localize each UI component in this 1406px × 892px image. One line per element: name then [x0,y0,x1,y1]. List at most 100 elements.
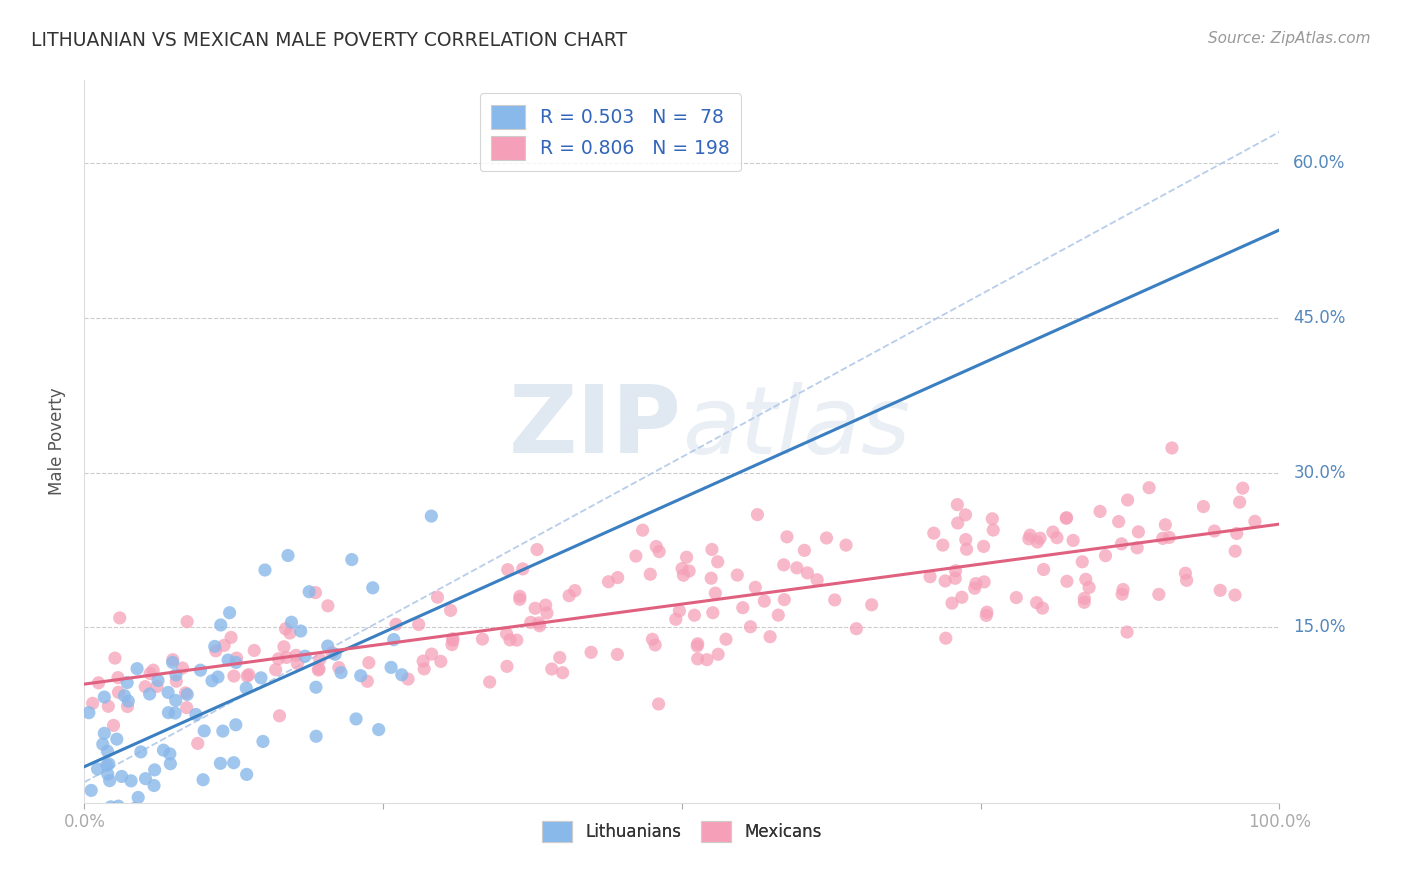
Point [932,538,955,552]
Point [1078,581,1101,595]
Point [225,718,247,732]
Point [285,648,308,663]
Point [675,550,697,565]
Point [815,531,838,545]
Text: LITHUANIAN VS MEXICAN MALE POVERTY CORRELATION CHART: LITHUANIAN VS MEXICAN MALE POVERTY CORRE… [31,31,627,50]
Point [1223,588,1246,602]
Point [1032,562,1054,576]
Point [935,631,957,645]
Point [1056,510,1078,524]
Point [707,647,730,661]
Point [120,773,142,788]
Point [520,615,543,630]
Point [165,706,187,720]
Point [380,660,402,674]
Point [162,653,184,667]
Point [107,685,129,699]
Point [731,600,754,615]
Point [426,591,449,605]
Point [1042,524,1064,539]
Point [835,538,858,552]
Point [367,723,389,737]
Point [1126,541,1149,555]
Point [103,718,125,732]
Point [754,594,776,608]
Point [806,573,828,587]
Text: Source: ZipAtlas.com: Source: ZipAtlas.com [1208,31,1371,46]
Point [152,743,174,757]
Point [96,744,118,758]
Point [1031,601,1053,615]
Point [965,576,987,591]
Point [124,801,146,815]
Point [922,526,945,541]
Point [645,540,668,554]
Text: 30.0%: 30.0% [1294,464,1346,482]
Point [1111,537,1133,551]
Point [323,647,346,661]
Point [686,637,709,651]
Point [280,615,302,630]
Point [496,563,519,577]
Point [134,680,156,694]
Point [176,700,198,714]
Point [644,638,666,652]
Point [512,562,534,576]
Point [165,668,187,682]
Point [1137,481,1160,495]
Point [1062,533,1084,548]
Point [1025,596,1047,610]
Point [860,598,883,612]
Point [176,688,198,702]
Point [540,662,562,676]
Point [159,756,181,771]
Point [243,643,266,657]
Point [606,648,628,662]
Point [499,632,522,647]
Point [114,689,136,703]
Point [773,592,796,607]
Point [478,675,501,690]
Point [598,574,620,589]
Point [548,650,571,665]
Point [408,617,430,632]
Point [235,681,257,695]
Point [193,723,215,738]
Point [267,652,290,666]
Point [1232,481,1254,495]
Point [955,542,977,557]
Text: 60.0%: 60.0% [1294,153,1346,172]
Point [176,615,198,629]
Legend: Lithuanians, Mexicans: Lithuanians, Mexicans [536,814,828,848]
Point [1073,595,1095,609]
Point [506,633,529,648]
Point [179,848,201,863]
Point [1088,504,1111,518]
Point [305,729,328,743]
Point [143,779,166,793]
Point [702,606,724,620]
Point [700,542,723,557]
Point [139,666,162,681]
Point [714,632,737,647]
Point [290,624,312,638]
Point [143,763,166,777]
Point [1175,574,1198,588]
Point [678,564,700,578]
Point [1159,530,1181,544]
Point [1174,566,1197,581]
Point [551,665,574,680]
Point [1071,555,1094,569]
Point [1018,532,1040,546]
Point [786,561,808,575]
Point [209,756,232,771]
Point [624,549,647,563]
Point [974,608,997,623]
Point [1244,514,1267,528]
Point [165,674,187,689]
Point [274,622,297,636]
Point [1154,517,1177,532]
Point [696,653,718,667]
Point [441,633,464,648]
Point [668,604,690,618]
